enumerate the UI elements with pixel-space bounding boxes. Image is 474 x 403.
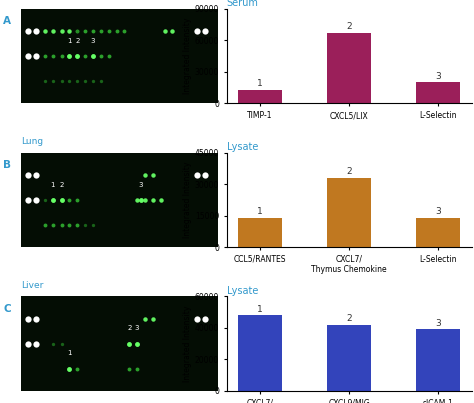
Text: 3: 3: [435, 72, 441, 81]
Y-axis label: Integrated Intensity: Integrated Intensity: [183, 162, 192, 238]
Text: C: C: [3, 304, 11, 314]
Bar: [327, 33, 372, 104]
Bar: [327, 178, 372, 247]
Text: Lung: Lung: [21, 137, 44, 146]
Bar: [238, 90, 283, 104]
Text: Serum: Serum: [227, 0, 258, 8]
Bar: [327, 325, 372, 391]
Text: 1: 1: [257, 207, 263, 216]
Bar: [238, 218, 283, 247]
Text: B: B: [3, 160, 11, 170]
Bar: [238, 315, 283, 391]
Text: Lysate: Lysate: [227, 286, 258, 295]
Text: 1: 1: [257, 79, 263, 88]
Text: 1: 1: [50, 182, 55, 188]
Y-axis label: Integrated Intensity: Integrated Intensity: [183, 18, 192, 94]
Text: 3: 3: [435, 207, 441, 216]
Text: 3: 3: [135, 325, 139, 331]
Y-axis label: Integrated Intensity: Integrated Intensity: [183, 305, 192, 382]
Text: A: A: [3, 17, 11, 27]
Bar: [416, 218, 461, 247]
Text: Serum: Serum: [21, 0, 51, 2]
Text: 1: 1: [67, 38, 72, 44]
Text: 3: 3: [139, 182, 143, 188]
Text: 2: 2: [59, 182, 64, 188]
Bar: [416, 83, 461, 104]
Text: 2: 2: [346, 22, 352, 31]
Text: 2: 2: [127, 325, 131, 331]
Text: 2: 2: [346, 314, 352, 323]
Text: 3: 3: [435, 319, 441, 328]
Text: 2: 2: [346, 167, 352, 176]
Text: Liver: Liver: [21, 281, 44, 290]
Text: 1: 1: [257, 305, 263, 314]
Text: Lysate: Lysate: [227, 142, 258, 152]
Bar: [416, 329, 461, 391]
Text: 3: 3: [91, 38, 95, 44]
Text: 2: 2: [75, 38, 80, 44]
Text: 1: 1: [67, 351, 72, 356]
